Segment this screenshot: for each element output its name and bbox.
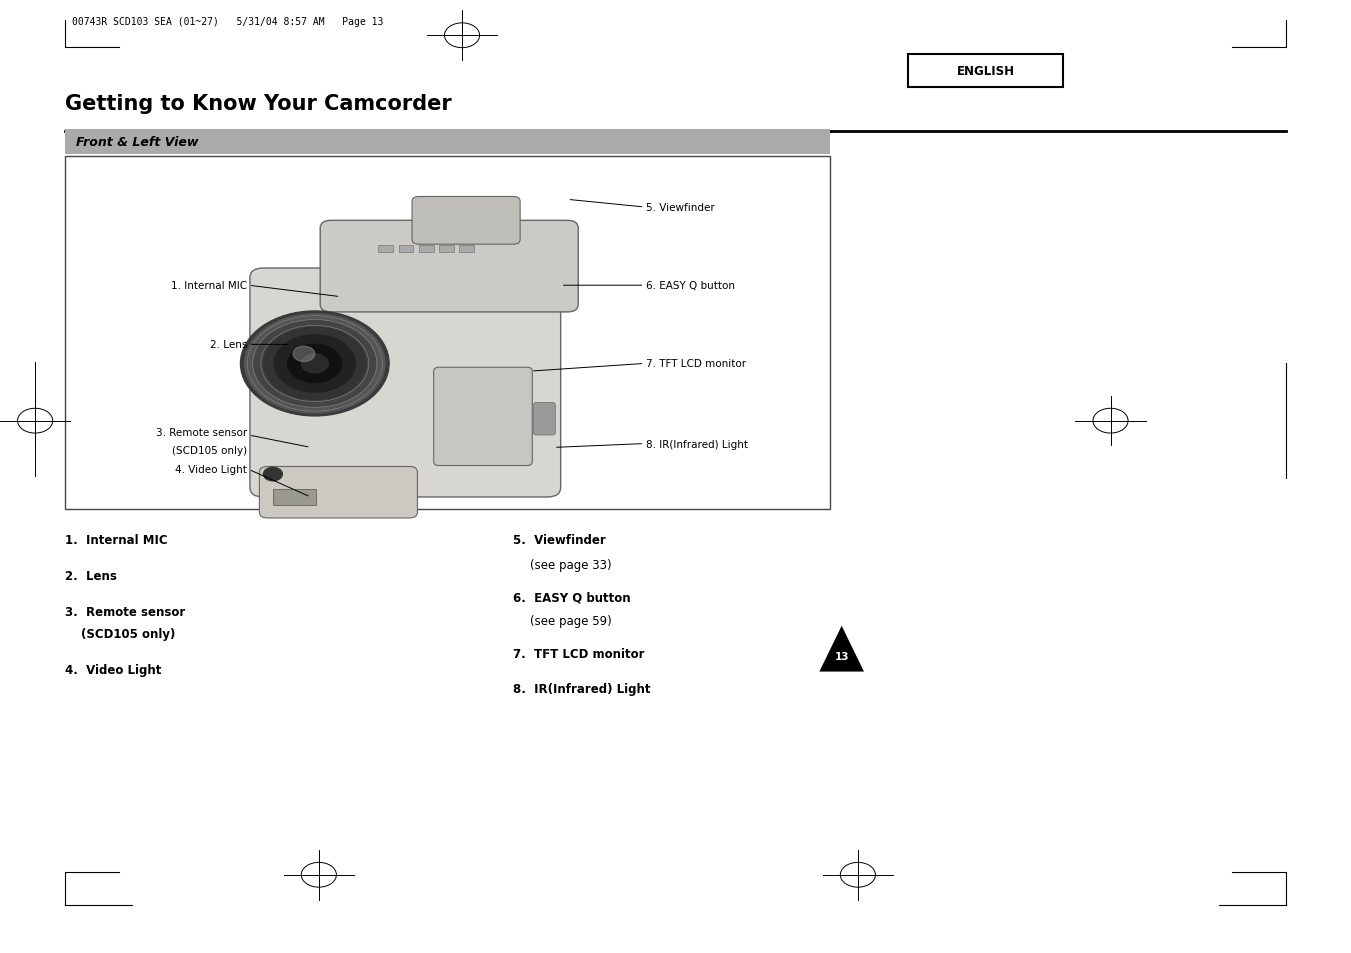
Text: 2. Lens: 2. Lens xyxy=(209,340,247,350)
Circle shape xyxy=(254,321,376,407)
Circle shape xyxy=(240,312,389,416)
Circle shape xyxy=(263,468,282,481)
Circle shape xyxy=(288,345,342,383)
Text: 3. Remote sensor: 3. Remote sensor xyxy=(155,428,247,437)
Text: 7. TFT LCD monitor: 7. TFT LCD monitor xyxy=(646,359,746,369)
FancyBboxPatch shape xyxy=(434,368,532,466)
FancyBboxPatch shape xyxy=(250,269,561,497)
Bar xyxy=(419,246,434,253)
Bar xyxy=(399,246,413,253)
Text: ENGLISH: ENGLISH xyxy=(957,65,1015,78)
Text: 6.  EASY Q button: 6. EASY Q button xyxy=(513,591,631,603)
Circle shape xyxy=(293,347,315,362)
Bar xyxy=(65,130,830,154)
Text: 00743R SCD103 SEA (01~27)   5/31/04 8:57 AM   Page 13: 00743R SCD103 SEA (01~27) 5/31/04 8:57 A… xyxy=(72,17,382,27)
Text: 3.  Remote sensor: 3. Remote sensor xyxy=(65,605,185,618)
Text: 1.  Internal MIC: 1. Internal MIC xyxy=(65,534,168,547)
Text: Front & Left View: Front & Left View xyxy=(76,135,199,149)
Text: (see page 33): (see page 33) xyxy=(530,558,611,571)
Text: 13: 13 xyxy=(835,651,848,660)
Text: 2.  Lens: 2. Lens xyxy=(65,569,116,582)
Text: 5.  Viewfinder: 5. Viewfinder xyxy=(513,534,607,547)
Bar xyxy=(459,246,474,253)
Bar xyxy=(273,490,316,505)
Circle shape xyxy=(274,335,355,393)
FancyBboxPatch shape xyxy=(534,403,555,436)
Polygon shape xyxy=(819,626,865,672)
FancyBboxPatch shape xyxy=(320,221,578,313)
Circle shape xyxy=(263,328,366,400)
Bar xyxy=(65,157,830,510)
Text: (SCD105 only): (SCD105 only) xyxy=(81,628,176,640)
Text: 6. EASY Q button: 6. EASY Q button xyxy=(646,281,735,291)
Text: (SCD105 only): (SCD105 only) xyxy=(172,446,247,456)
Text: 4.  Video Light: 4. Video Light xyxy=(65,663,161,677)
Text: (see page 59): (see page 59) xyxy=(530,615,612,628)
Text: 5. Viewfinder: 5. Viewfinder xyxy=(646,203,715,213)
Circle shape xyxy=(301,355,328,374)
Text: Getting to Know Your Camcorder: Getting to Know Your Camcorder xyxy=(65,94,451,114)
Bar xyxy=(908,55,1063,88)
Text: 8. IR(Infrared) Light: 8. IR(Infrared) Light xyxy=(646,439,747,449)
Bar xyxy=(439,246,454,253)
FancyBboxPatch shape xyxy=(259,467,417,518)
Text: 4. Video Light: 4. Video Light xyxy=(176,465,247,475)
Text: 1. Internal MIC: 1. Internal MIC xyxy=(172,281,247,291)
Text: 8.  IR(Infrared) Light: 8. IR(Infrared) Light xyxy=(513,682,651,696)
Circle shape xyxy=(245,314,385,414)
Bar xyxy=(378,246,393,253)
FancyBboxPatch shape xyxy=(412,197,520,245)
Text: 7.  TFT LCD monitor: 7. TFT LCD monitor xyxy=(513,647,644,660)
